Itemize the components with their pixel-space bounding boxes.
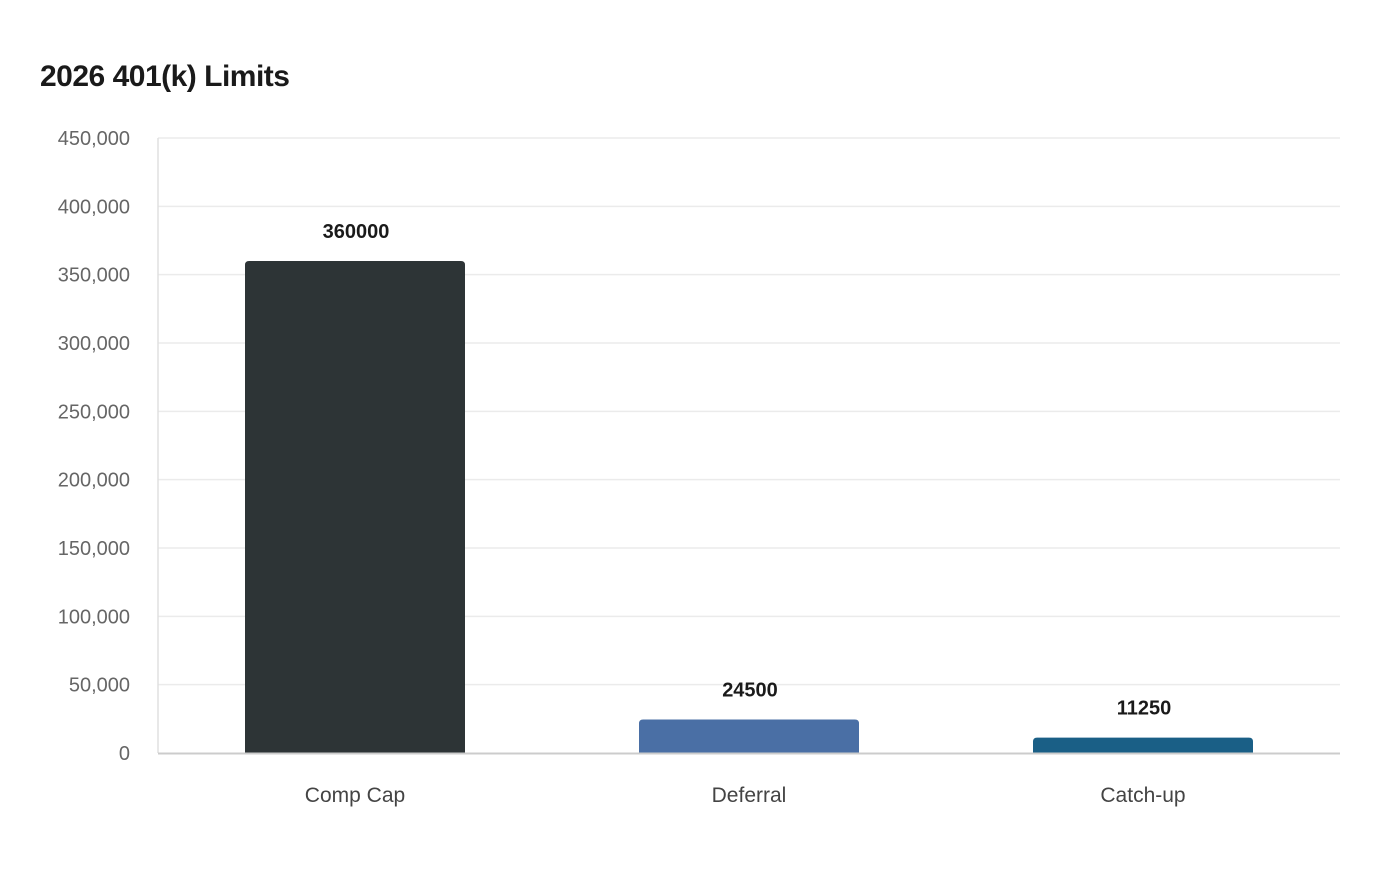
data-label: 360000 (323, 221, 390, 243)
y-tick-label: 350,000 (58, 265, 130, 287)
y-tick-label: 400,000 (58, 196, 130, 218)
data-label: 11250 (1117, 698, 1172, 720)
y-tick-label: 200,000 (58, 470, 130, 492)
y-tick-label: 450,000 (58, 128, 130, 150)
y-tick-label: 0 (119, 743, 130, 765)
x-tick-label: Deferral (712, 784, 787, 807)
y-tick-label: 150,000 (58, 538, 130, 560)
chart-title: 2026 401(k) Limits (40, 60, 290, 93)
data-label: 24500 (722, 680, 778, 702)
bar-deferral (639, 719, 859, 753)
y-tick-label: 50,000 (69, 675, 130, 697)
y-tick-label: 300,000 (58, 333, 130, 355)
y-tick-label: 250,000 (58, 401, 130, 423)
y-tick-label: 100,000 (58, 606, 130, 628)
bar-catch-up (1033, 737, 1253, 753)
bar-comp-cap (245, 261, 465, 753)
x-tick-label: Comp Cap (305, 784, 405, 807)
x-tick-label: Catch-up (1100, 784, 1185, 807)
